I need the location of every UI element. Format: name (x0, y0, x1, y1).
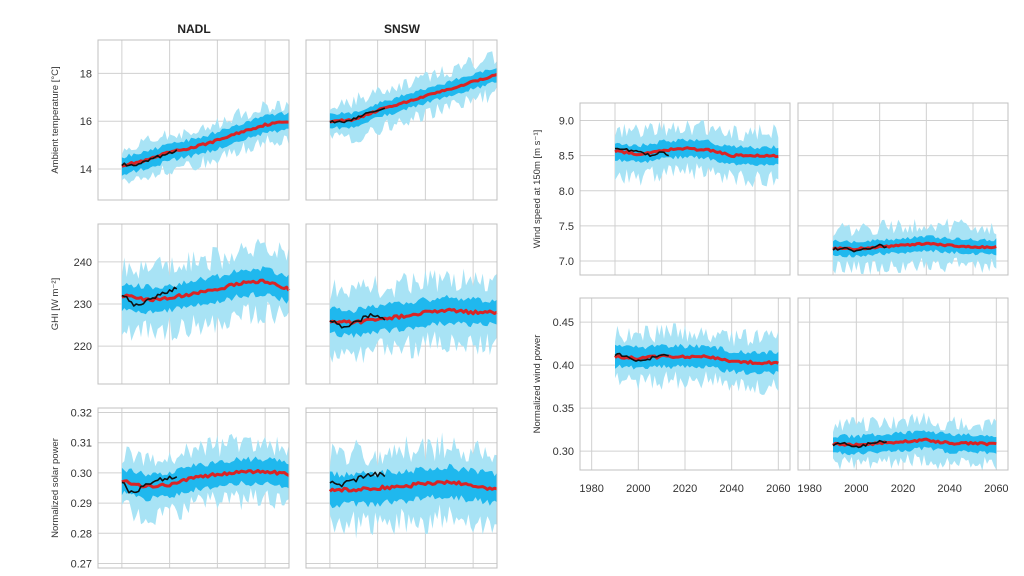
chart-panel-solar-snsw (305, 407, 498, 569)
y-axis-label: Normalized wind power (532, 335, 543, 434)
ensemble-mean-line (614, 146, 779, 159)
inner-range-band (615, 343, 779, 375)
x-tick-label: 2040 (937, 483, 961, 495)
y-tick-label: 0.40 (553, 360, 574, 372)
y-axis-label: Normalized solar power (50, 438, 61, 538)
inner-range-band (615, 138, 779, 166)
y-tick-label: 0.31 (71, 438, 92, 450)
y-tick-label: 0.45 (553, 317, 574, 329)
y-tick-label: 8.0 (559, 186, 574, 198)
panel-frame (797, 297, 1009, 471)
y-tick-label: 0.30 (553, 446, 574, 458)
observed-line (329, 312, 386, 329)
inner-range-band (121, 456, 290, 502)
panel-frame (97, 223, 290, 385)
y-tick-label: 240 (74, 257, 92, 269)
observed-line (614, 147, 669, 157)
chart-panel-ghi-snsw (305, 223, 498, 385)
panel-frame (305, 39, 498, 201)
y-tick-label: 0.27 (71, 558, 92, 570)
x-tick-label: 1980 (797, 483, 821, 495)
ensemble-mean-line (121, 469, 290, 489)
y-axis-label: Wind speed at 150m [m s⁻¹] (532, 130, 543, 249)
panel-frame (579, 297, 791, 471)
y-tick-label: 18 (80, 68, 92, 80)
observed-line (832, 439, 887, 449)
chart-panel-wind-snsw (797, 102, 1009, 276)
panel-frame (579, 102, 791, 276)
chart-panel-temp-snsw (305, 39, 498, 201)
ensemble-mean-line (832, 437, 997, 448)
observed-line (121, 149, 178, 167)
y-tick-label: 9.0 (559, 116, 574, 128)
observed-line (329, 107, 386, 124)
x-tick-label: 1980 (579, 483, 603, 495)
x-tick-label: 2000 (844, 483, 868, 495)
x-tick-label: 2020 (673, 483, 697, 495)
chart-panel-ghi-nadl: 220 230 240 GHI [W m⁻²] (50, 223, 291, 385)
x-tick-label: 2060 (984, 483, 1008, 495)
chart-panel-wind-nadl: 7.0 7.5 8.0 8.5 9.0 Wind speed at 150m [m s⁻¹… (532, 102, 791, 276)
panel-frame (97, 39, 290, 201)
chart-panel-windpower-nadl: 0.30 0.35 0.40 0.45 1980 2000 2020 2040 2060 Norm… (532, 297, 791, 495)
panel-frame (305, 407, 498, 569)
x-tick-label: 2000 (626, 483, 650, 495)
y-tick-label: 0.35 (553, 403, 574, 415)
y-tick-label: 0.28 (71, 528, 92, 540)
chart-panel-temp-nadl: 14 16 18 Ambient temperature [°C] (50, 39, 290, 201)
y-axis-label: GHI [W m⁻²] (50, 278, 61, 331)
y-axis-label: Ambient temperature [°C] (50, 66, 61, 173)
x-tick-label: 2040 (719, 483, 743, 495)
y-tick-label: 230 (74, 299, 92, 311)
y-tick-label: 0.30 (71, 468, 92, 480)
y-tick-label: 8.5 (559, 151, 574, 163)
inner-range-band (833, 430, 997, 456)
inner-range-band (329, 294, 497, 338)
y-tick-label: 220 (74, 341, 92, 353)
column-title-nadl: NADL (177, 22, 210, 36)
y-tick-label: 14 (80, 164, 92, 176)
y-tick-label: 7.0 (559, 256, 574, 268)
chart-panel-windpower-snsw: 1980 2000 2020 2040 2060 (797, 297, 1009, 495)
observed-line (832, 243, 887, 253)
observed-line (329, 471, 386, 488)
ensemble-mean-line (832, 241, 997, 252)
y-tick-label: 16 (80, 116, 92, 128)
ensemble-mean-line (329, 73, 498, 124)
panel-frame (797, 102, 1009, 276)
panel-frame (97, 407, 290, 569)
y-tick-label: 7.5 (559, 221, 574, 233)
column-title-snsw: SNSW (384, 22, 421, 36)
observed-line (121, 286, 178, 307)
observed-line (121, 475, 178, 494)
y-tick-label: 0.29 (71, 498, 92, 510)
observed-line (614, 352, 669, 362)
x-tick-label: 2020 (891, 483, 915, 495)
x-tick-label: 2060 (766, 483, 790, 495)
panel-frame (305, 223, 498, 385)
chart-panel-solar-nadl: 0.27 0.28 0.29 0.30 0.31 0.32 Normalized solar… (50, 407, 290, 570)
ensemble-mean-line (328, 479, 498, 493)
y-tick-label: 0.32 (71, 408, 92, 420)
ensemble-mean-line (614, 353, 779, 366)
